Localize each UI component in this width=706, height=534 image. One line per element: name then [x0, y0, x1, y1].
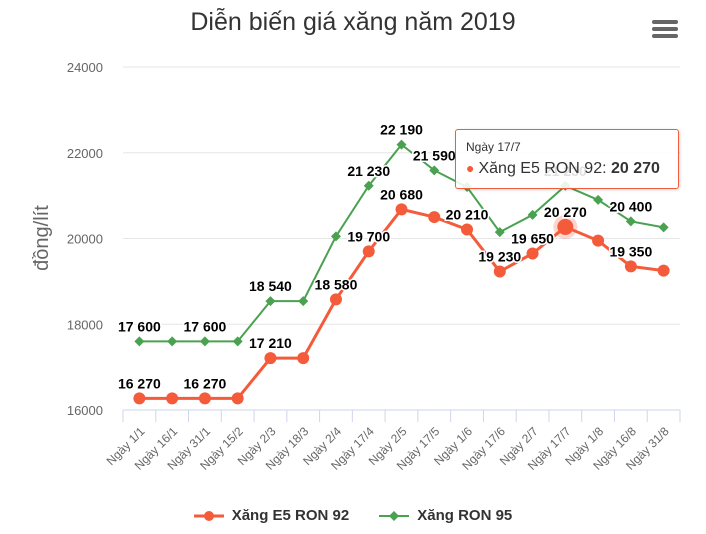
data-point-ron95[interactable]	[330, 231, 341, 242]
data-point-e5[interactable]	[264, 352, 277, 365]
series-dot-icon: ●	[466, 160, 475, 176]
data-point-ron95[interactable]	[494, 227, 505, 238]
data-label: 20 400	[609, 198, 652, 214]
data-label: 16 270	[183, 375, 226, 391]
data-point-ron95[interactable]	[232, 336, 243, 347]
data-point-ron95[interactable]	[396, 139, 407, 150]
data-point-e5[interactable]	[133, 392, 146, 405]
data-point-ron95[interactable]	[298, 296, 309, 307]
chart-title: Diễn biến giá xăng năm 2019	[190, 8, 516, 36]
data-label: 20 680	[380, 186, 423, 202]
data-point-e5[interactable]	[362, 245, 375, 258]
data-point-e5[interactable]	[624, 260, 637, 273]
legend-label-e5: Xăng E5 RON 92	[231, 507, 350, 524]
hamburger-menu-icon	[652, 20, 678, 24]
legend-item-e5[interactable]: Xăng E5 RON 92	[193, 507, 350, 524]
data-point-e5[interactable]	[657, 264, 670, 277]
circle-marker-icon	[193, 510, 224, 521]
data-point-ron95[interactable]	[265, 296, 276, 307]
data-point-e5[interactable]	[428, 211, 441, 224]
data-point-ron95[interactable]	[429, 165, 440, 176]
data-point-ron95[interactable]	[527, 209, 538, 220]
data-label: 19 230	[478, 249, 521, 265]
tooltip: Ngày 17/7 ● Xăng E5 RON 92: 20 270	[455, 129, 679, 189]
series-line-e5	[139, 207, 664, 400]
data-point-ron95[interactable]	[593, 194, 604, 205]
diamond-marker-icon	[379, 510, 410, 521]
hamburger-menu-icon-bar	[652, 34, 678, 38]
data-point-e5[interactable]	[526, 247, 539, 260]
data-point-e5[interactable]	[461, 223, 474, 236]
data-label: 19 350	[609, 243, 652, 259]
data-point-e5[interactable]	[493, 265, 506, 278]
data-point-e5[interactable]	[231, 392, 244, 405]
legend-label-ron95: Xăng RON 95	[417, 507, 513, 524]
y-tick-label: 18000	[67, 317, 103, 332]
data-label: 17 600	[183, 318, 226, 334]
tooltip-header: Ngày 17/7	[466, 140, 521, 154]
data-label: 20 210	[446, 206, 489, 222]
y-tick-label: 24000	[67, 60, 103, 75]
data-point-e5[interactable]	[395, 203, 408, 216]
chart-menu-button[interactable]	[652, 20, 678, 40]
data-point-ron95[interactable]	[658, 222, 669, 233]
y-axis-title: đồng/lít	[31, 205, 53, 271]
data-point-e5[interactable]	[297, 352, 310, 365]
y-tick-label: 20000	[67, 232, 103, 247]
y-tick-label: 16000	[67, 403, 103, 418]
data-point-e5[interactable]	[329, 293, 342, 306]
data-point-ron95[interactable]	[625, 216, 636, 227]
data-point-e5[interactable]	[592, 234, 605, 247]
data-label: 19 700	[347, 228, 390, 244]
data-label: 17 600	[118, 318, 161, 334]
data-label: 18 540	[249, 278, 292, 294]
tooltip-series: Xăng E5 RON 92:	[478, 160, 611, 177]
legend-item-ron95[interactable]: Xăng RON 95	[379, 507, 512, 524]
data-label: 16 270	[118, 375, 161, 391]
data-point-ron95[interactable]	[167, 336, 178, 347]
data-point-ron95[interactable]	[134, 336, 145, 347]
data-point-e5[interactable]	[166, 392, 179, 405]
tooltip-row: ● Xăng E5 RON 92: 20 270	[466, 160, 660, 178]
tooltip-value: 20 270	[610, 160, 660, 177]
y-tick-label: 22000	[67, 146, 103, 161]
data-point-e5[interactable]	[198, 392, 211, 405]
data-point-ron95[interactable]	[363, 180, 374, 191]
hamburger-menu-icon-bar	[652, 27, 678, 31]
data-label: 22 190	[380, 122, 423, 138]
data-label: 20 270	[544, 204, 587, 220]
data-label: 18 580	[315, 276, 358, 292]
data-label: 21 230	[347, 163, 390, 179]
legend: Xăng E5 RON 92 Xăng RON 95	[0, 507, 706, 524]
data-point-e5[interactable]	[557, 218, 574, 235]
data-label: 17 210	[249, 335, 292, 351]
data-point-ron95[interactable]	[199, 336, 210, 347]
data-label: 21 590	[413, 147, 456, 163]
data-label: 19 650	[511, 231, 554, 247]
